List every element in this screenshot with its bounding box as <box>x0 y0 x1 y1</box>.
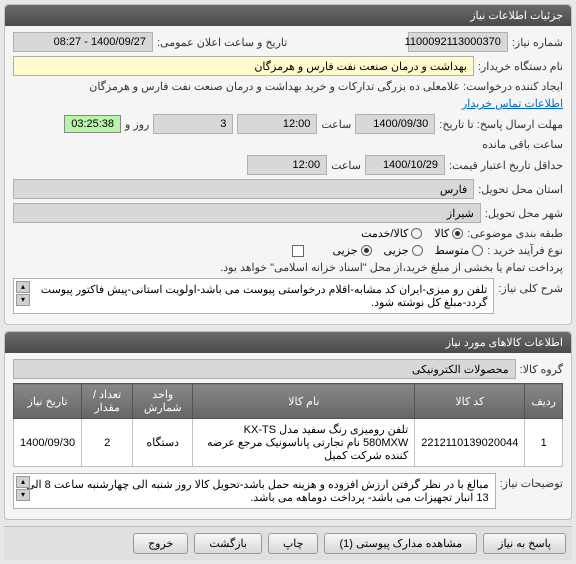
remaining-days: 3 <box>153 114 233 134</box>
purchase-type-label: نوع فرآیند خرید : <box>487 244 563 257</box>
goods-panel: اطلاعات کالاهای مورد نیاز گروه کالا: محص… <box>4 331 572 520</box>
deadline-label: مهلت ارسال پاسخ: تا تاریخ: <box>439 118 563 131</box>
group-field: محصولات الکترونیکی <box>13 359 516 379</box>
back-button[interactable]: بازگشت <box>194 533 262 554</box>
pt2-label: جزیی <box>384 244 409 257</box>
col-qty: تعداد / مقدار <box>82 384 133 419</box>
cell-date: 1400/09/30 <box>14 419 82 467</box>
validity-label: حداقل تاریخ اعتبار قیمت: <box>449 159 563 172</box>
action-bar: پاسخ به نیاز مشاهده مدارک پیوستی (1) چاپ… <box>4 526 572 560</box>
radio-pt1[interactable]: متوسط <box>435 244 484 257</box>
scroll-down-icon[interactable]: ▾ <box>16 294 30 306</box>
announce-field: 1400/09/27 - 08:27 <box>13 32 153 52</box>
radio-dot-icon <box>472 245 483 256</box>
remain-label: ساعت باقی مانده <box>482 138 563 151</box>
countdown-timer: 03:25:38 <box>64 115 121 133</box>
purchase-type-group: متوسط جزیی جزیی <box>332 244 483 257</box>
pt1-label: متوسط <box>435 244 470 257</box>
exit-button[interactable]: خروج <box>133 533 188 554</box>
pt3-label: جزیی <box>332 244 357 257</box>
attachments-button[interactable]: مشاهده مدارک پیوستی (1) <box>324 533 477 554</box>
col-name: نام کالا <box>193 384 415 419</box>
creator-label: ایجاد کننده درخواست: <box>463 80 563 93</box>
deadline-date: 1400/09/30 <box>355 114 435 134</box>
need-no-field: 1100092113000370 <box>408 32 508 52</box>
radio-goods[interactable]: کالا <box>434 227 463 240</box>
panel-header-need: جزئیات اطلاعات نیاز <box>5 5 571 26</box>
announce-label: تاریخ و ساعت اعلان عمومی: <box>157 36 287 49</box>
notes-textarea[interactable]: مبالغ با در نظر گرفتن ارزش افزوده و هزین… <box>13 473 496 509</box>
cell-unit: دستگاه <box>133 419 193 467</box>
need-details-panel: جزئیات اطلاعات نیاز شماره نیاز: 11000921… <box>4 4 572 325</box>
radio-pt3[interactable]: جزیی <box>332 244 371 257</box>
time-label-1: ساعت <box>321 118 351 131</box>
province-label: استان محل تحویل: <box>478 183 563 196</box>
radio-goods-service[interactable]: کالا/خدمت <box>361 227 422 240</box>
scrollbar[interactable]: ▴ ▾ <box>16 281 30 306</box>
radio-dot-icon <box>361 245 372 256</box>
creator-value: غلامعلی ده بزرگی تدارکات و خرید بهداشت و… <box>89 80 459 93</box>
radio-dot-icon <box>411 228 422 239</box>
city-label: شهر محل تحویل: <box>485 207 563 220</box>
cell-row: 1 <box>525 419 563 467</box>
time-label-2: ساعت <box>331 159 361 172</box>
cell-name: تلفن رومیزی رنگ سفید مدل KX-TS 580MXW نا… <box>193 419 415 467</box>
buyer-contact-link[interactable]: اطلاعات تماس خریدار <box>462 97 563 110</box>
payment-checkbox[interactable] <box>292 245 304 257</box>
need-no-label: شماره نیاز: <box>512 36 563 49</box>
days-label: روز و <box>125 118 149 131</box>
goods-table: ردیف کد کالا نام کالا واحد شمارش تعداد /… <box>13 383 563 467</box>
category-radio-group: کالا کالا/خدمت <box>361 227 463 240</box>
group-label: گروه کالا: <box>520 363 563 376</box>
scroll-up-icon[interactable]: ▴ <box>16 281 30 293</box>
description-textarea[interactable]: تلفن رو میزی-ایران کد مشابه-اقلام درخواس… <box>13 278 494 314</box>
radio-dot-icon <box>452 228 463 239</box>
buyer-field: بهداشت و درمان صنعت نفت فارس و هرمزگان <box>13 56 474 76</box>
deadline-time: 12:00 <box>237 114 317 134</box>
province-field: فارس <box>13 179 474 199</box>
city-field: شیراز <box>13 203 481 223</box>
description-text: تلفن رو میزی-ایران کد مشابه-اقلام درخواس… <box>41 284 488 309</box>
notes-text: مبالغ با در نظر گرفتن ارزش افزوده و هزین… <box>26 479 489 504</box>
panel-header-goods: اطلاعات کالاهای مورد نیاز <box>5 332 571 353</box>
scroll-up-icon[interactable]: ▴ <box>16 476 30 488</box>
validity-time: 12:00 <box>247 155 327 175</box>
radio-goods-service-label: کالا/خدمت <box>361 227 408 240</box>
col-date: تاریخ نیاز <box>14 384 82 419</box>
cell-qty: 2 <box>82 419 133 467</box>
scrollbar[interactable]: ▴ ▾ <box>16 476 30 501</box>
col-row: ردیف <box>525 384 563 419</box>
category-label: طبقه بندی موضوعی: <box>467 227 563 240</box>
table-row[interactable]: 1 2212110139020044 تلفن رومیزی رنگ سفید … <box>14 419 563 467</box>
payment-note: پرداخت تمام یا بخشی از مبلغ خرید،از محل … <box>220 261 563 274</box>
print-button[interactable]: چاپ <box>268 533 319 554</box>
radio-goods-label: کالا <box>434 227 449 240</box>
validity-date: 1400/10/29 <box>365 155 445 175</box>
radio-pt2[interactable]: جزیی <box>384 244 423 257</box>
radio-dot-icon <box>412 245 423 256</box>
desc-label: شرح کلی نیاز: <box>498 278 563 295</box>
notes-label: توضیحات نیاز: <box>500 473 563 490</box>
col-unit: واحد شمارش <box>133 384 193 419</box>
scroll-down-icon[interactable]: ▾ <box>16 489 30 501</box>
cell-code: 2212110139020044 <box>415 419 525 467</box>
col-code: کد کالا <box>415 384 525 419</box>
respond-button[interactable]: پاسخ به نیاز <box>483 533 566 554</box>
buyer-label: نام دستگاه خریدار: <box>478 60 563 73</box>
